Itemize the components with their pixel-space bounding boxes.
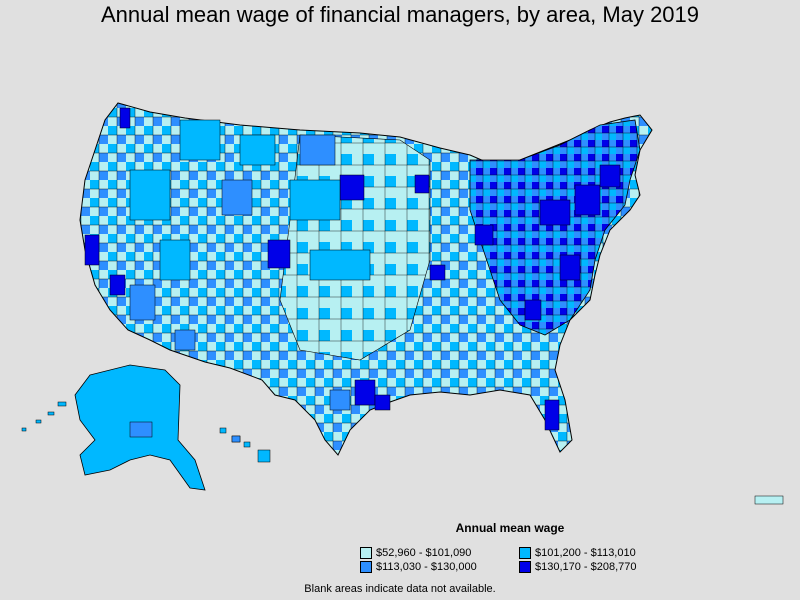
map-title: Annual mean wage of financial managers, … [100,2,700,27]
aleutian-islands [21,401,67,432]
legend-label: $113,030 - $130,000 [376,561,477,573]
puerto-rico [754,495,784,505]
legend-item-range-1: $52,960 - $101,090 [360,546,471,560]
hawaii-metro [231,435,241,443]
legend-label: $52,960 - $101,090 [376,547,472,559]
cyan-regions [129,119,371,281]
legend-label: $101,200 - $113,010 [535,547,636,559]
hawaii [219,427,271,463]
legend-title: Annual mean wage [455,521,565,535]
legend-swatch [360,547,372,559]
mid-highlights [129,134,351,411]
legend-item-range-3: $113,030 - $130,000 [360,560,477,574]
footnote: Blank areas indicate data not available. [304,583,496,595]
legend-label: $130,170 - $208,770 [535,561,637,573]
legend-swatch [519,547,531,559]
legend-item-range-2: $101,200 - $113,010 [519,546,636,560]
metro-highlights [84,107,621,431]
plains-region [279,134,431,361]
legend-swatch [519,561,531,573]
eastern-region [469,119,641,336]
legend-swatch [360,561,372,573]
legend-item-range-4: $130,170 - $208,770 [519,560,637,574]
alaska-metro [129,421,153,438]
